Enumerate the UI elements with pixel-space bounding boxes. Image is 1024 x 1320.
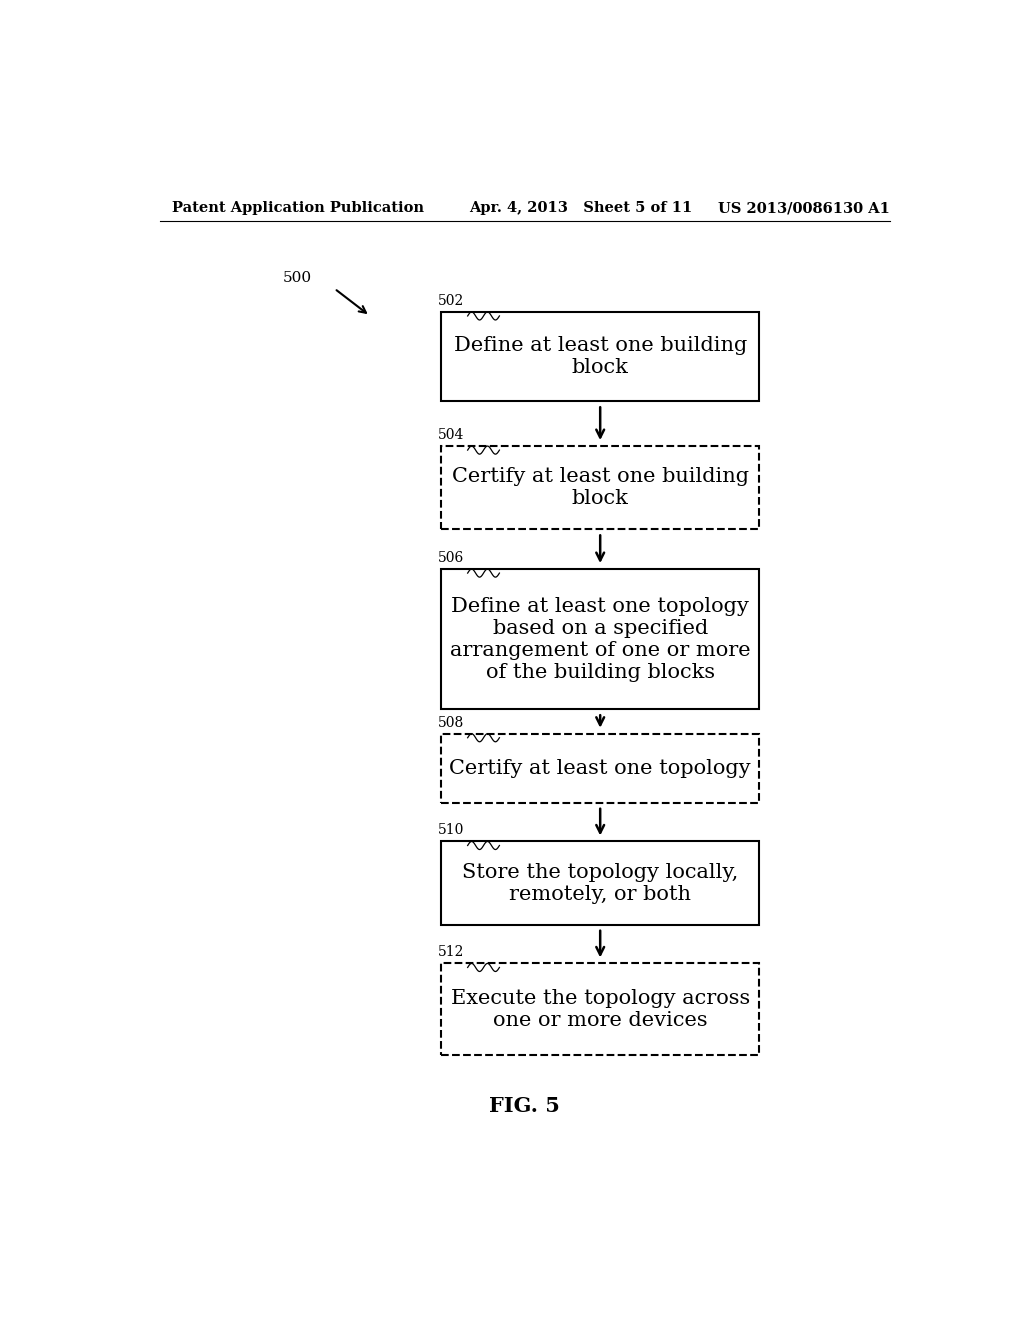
FancyBboxPatch shape xyxy=(441,446,759,529)
Text: 506: 506 xyxy=(437,550,464,565)
FancyBboxPatch shape xyxy=(441,569,759,709)
Text: 502: 502 xyxy=(437,294,464,308)
FancyBboxPatch shape xyxy=(441,964,759,1055)
Text: Store the topology locally,
remotely, or both: Store the topology locally, remotely, or… xyxy=(462,862,738,904)
Text: Patent Application Publication: Patent Application Publication xyxy=(172,201,424,215)
Text: Certify at least one building
block: Certify at least one building block xyxy=(452,467,749,508)
Text: Execute the topology across
one or more devices: Execute the topology across one or more … xyxy=(451,989,750,1030)
Text: 512: 512 xyxy=(437,945,464,960)
Text: 500: 500 xyxy=(283,272,312,285)
Text: Define at least one topology
based on a specified
arrangement of one or more
of : Define at least one topology based on a … xyxy=(450,597,751,681)
Text: Apr. 4, 2013   Sheet 5 of 11: Apr. 4, 2013 Sheet 5 of 11 xyxy=(469,201,692,215)
FancyBboxPatch shape xyxy=(441,734,759,803)
FancyBboxPatch shape xyxy=(441,841,759,925)
Text: FIG. 5: FIG. 5 xyxy=(489,1096,560,1115)
Text: 508: 508 xyxy=(437,715,464,730)
Text: Define at least one building
block: Define at least one building block xyxy=(454,337,746,378)
Text: Certify at least one topology: Certify at least one topology xyxy=(450,759,751,777)
FancyBboxPatch shape xyxy=(441,312,759,401)
Text: 510: 510 xyxy=(437,824,464,837)
Text: 504: 504 xyxy=(437,428,464,442)
Text: US 2013/0086130 A1: US 2013/0086130 A1 xyxy=(718,201,890,215)
